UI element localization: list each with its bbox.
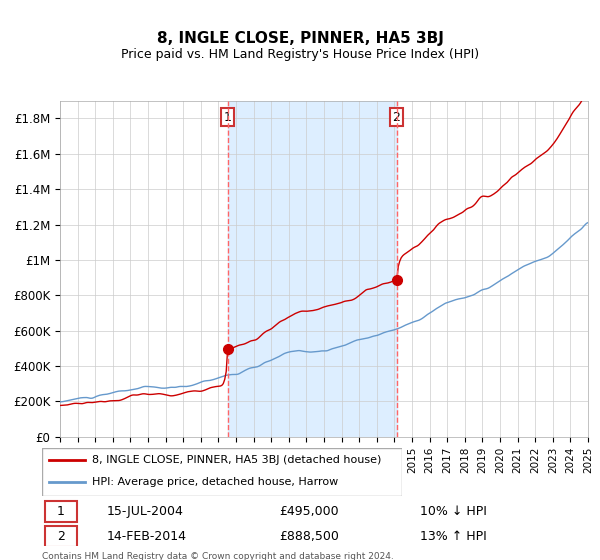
Text: 13% ↑ HPI: 13% ↑ HPI [420,530,487,543]
Text: £888,500: £888,500 [280,530,340,543]
Text: 2: 2 [392,111,400,124]
FancyBboxPatch shape [42,448,402,496]
Text: £495,000: £495,000 [280,505,339,518]
Text: Contains HM Land Registry data © Crown copyright and database right 2024.
This d: Contains HM Land Registry data © Crown c… [42,552,394,560]
Bar [228,101,397,437]
Text: 1: 1 [57,505,65,518]
Text: Price paid vs. HM Land Registry's House Price Index (HPI): Price paid vs. HM Land Registry's House … [121,48,479,60]
FancyBboxPatch shape [45,526,77,547]
Text: 1: 1 [224,111,232,124]
FancyBboxPatch shape [45,501,77,522]
Text: 8, INGLE CLOSE, PINNER, HA5 3BJ (detached house): 8, INGLE CLOSE, PINNER, HA5 3BJ (detache… [92,455,382,465]
Text: 10% ↓ HPI: 10% ↓ HPI [420,505,487,518]
Text: HPI: Average price, detached house, Harrow: HPI: Average price, detached house, Harr… [92,477,338,487]
Text: 2: 2 [57,530,65,543]
Text: 15-JUL-2004: 15-JUL-2004 [107,505,184,518]
Text: 8, INGLE CLOSE, PINNER, HA5 3BJ: 8, INGLE CLOSE, PINNER, HA5 3BJ [157,31,443,46]
Text: 14-FEB-2014: 14-FEB-2014 [107,530,187,543]
